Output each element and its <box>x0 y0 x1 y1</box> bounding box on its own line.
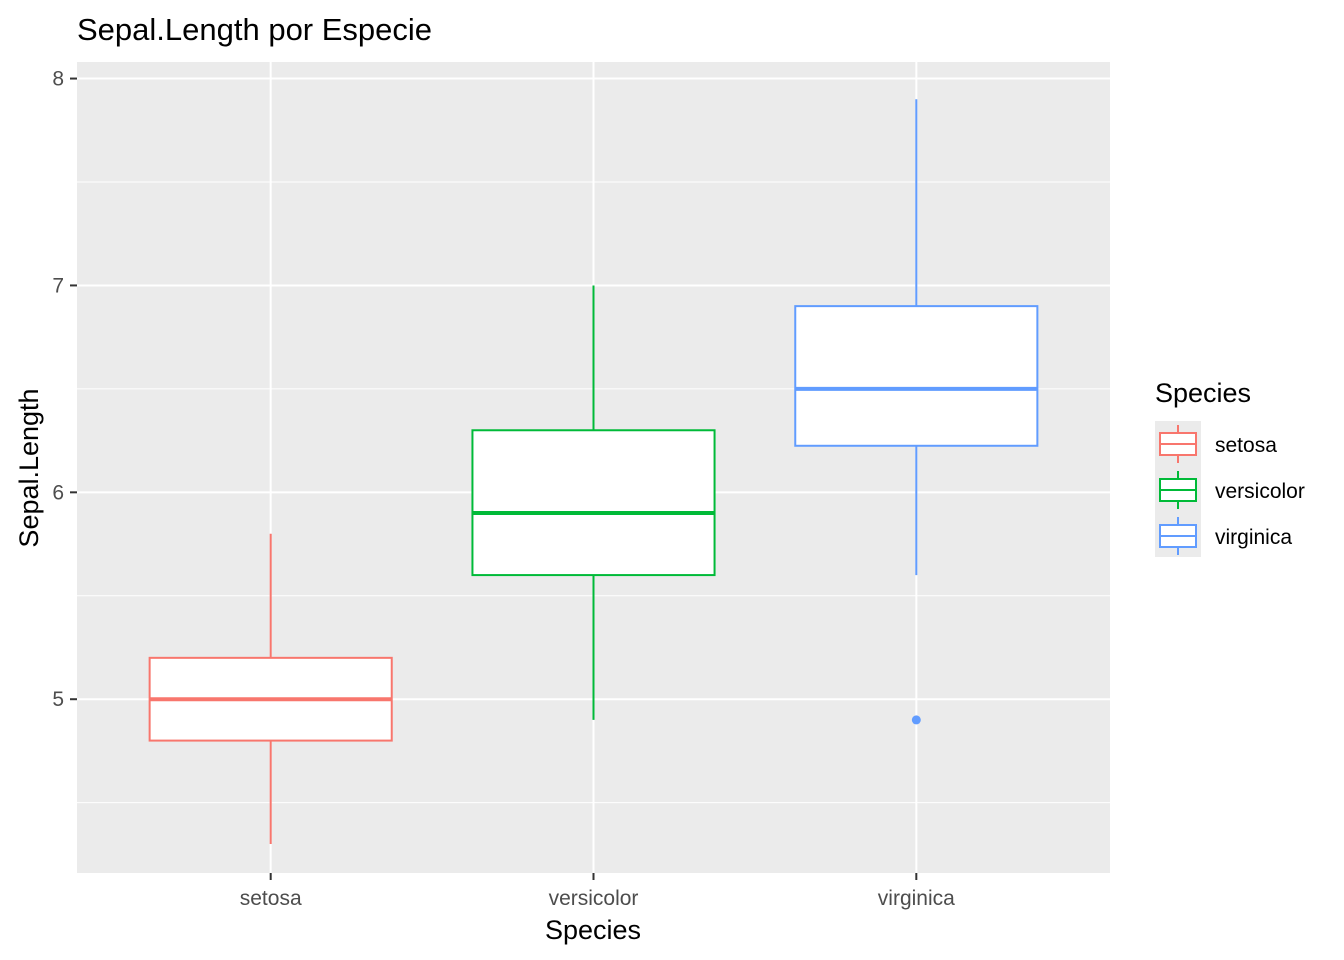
legend-label-virginica: virginica <box>1215 526 1292 549</box>
x-axis: setosa versicolor virginica <box>240 873 955 910</box>
y-tick-label: 8 <box>52 68 64 91</box>
outlier-point <box>911 715 921 725</box>
legend-key-virginica <box>1159 517 1197 555</box>
chart-title: Sepal.Length por Especie <box>77 12 432 47</box>
legend-label-versicolor: versicolor <box>1215 480 1305 503</box>
legend-title: Species <box>1155 378 1251 408</box>
x-tick-label: setosa <box>240 887 302 910</box>
legend: Species setosa versicolor virginica <box>1155 378 1305 557</box>
box-versicolor <box>471 285 716 720</box>
x-tick-label: versicolor <box>549 887 639 910</box>
y-tick-label: 7 <box>52 274 64 297</box>
boxes <box>148 99 1039 845</box>
x-axis-title: Species <box>545 915 641 945</box>
box-iqr <box>471 429 716 577</box>
box-virginica <box>794 99 1039 725</box>
legend-key-versicolor <box>1159 471 1197 509</box>
box-iqr <box>794 305 1039 447</box>
y-tick-label: 5 <box>52 688 64 711</box>
legend-label-setosa: setosa <box>1215 434 1277 457</box>
y-axis: 5 6 7 8 <box>52 68 77 711</box>
y-axis-title: Sepal.Length <box>14 388 44 547</box>
legend-key-setosa <box>1159 425 1197 463</box>
legend-entries: setosa versicolor virginica <box>1159 425 1305 555</box>
box-setosa <box>148 533 393 845</box>
y-tick-label: 6 <box>52 481 64 504</box>
x-tick-label: virginica <box>878 887 955 910</box>
